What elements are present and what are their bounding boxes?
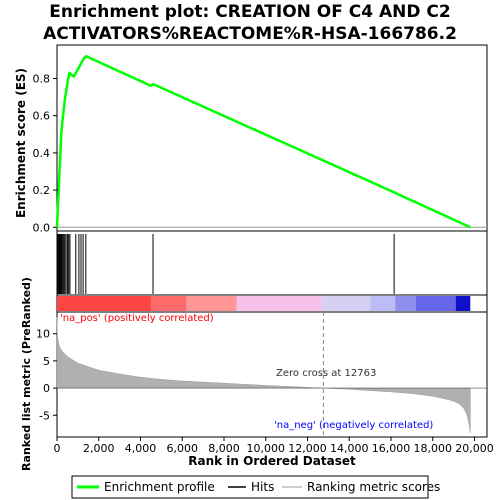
chart-title-line-2: ACTIVATORS%REACTOME%R-HSA-166786.2	[43, 24, 457, 44]
heatmap-band	[322, 296, 371, 311]
ranking-metric-area	[56, 317, 471, 434]
heatmap-band	[57, 296, 151, 311]
metric-panel-frame	[56, 311, 488, 438]
x-tick-label: 16,000	[372, 442, 411, 455]
es-y-tick-label: 0.6	[33, 110, 51, 123]
metric-y-tick-label: -5	[39, 409, 50, 422]
heatmap-layer	[57, 296, 471, 311]
metric-axis-label: Ranked list metric (PreRanked)	[20, 277, 33, 471]
heatmap-band	[150, 296, 187, 311]
x-tick-label: 20,000	[455, 442, 494, 455]
x-tick-label: 4,000	[125, 442, 157, 455]
heatmap-band	[186, 296, 237, 311]
legend-label-enrichment: Enrichment profile	[104, 480, 215, 494]
x-tick-label: 6,000	[166, 442, 198, 455]
es-axis-label: Enrichment score (ES)	[14, 68, 28, 218]
heatmap-band	[416, 296, 456, 311]
metric-layer: -5 0 5 10	[36, 312, 487, 437]
es-y-tick-label: 0.4	[33, 147, 51, 160]
es-y-tick-label: 0.2	[33, 184, 51, 197]
heatmap-band	[370, 296, 396, 311]
hits-panel-frame	[56, 230, 488, 296]
chart-title-line-1: Enrichment plot: CREATION OF C4 AND C2	[49, 2, 450, 22]
positive-correlation-label: 'na_pos' (positively correlated)	[60, 313, 214, 324]
metric-y-tick-label: 0	[43, 382, 50, 395]
es-layer: 0.0 0.2 0.4 0.6 0.8	[33, 54, 487, 234]
legend-label-hits: Hits	[251, 480, 274, 494]
x-tick-label: 12,000	[288, 442, 327, 455]
legend-box	[71, 475, 429, 499]
x-tick-label: 18,000	[413, 442, 452, 455]
heatmap-band	[395, 296, 417, 311]
heatmap-band	[236, 296, 323, 311]
zero-cross-label: Zero cross at 12763	[276, 368, 376, 379]
enrichment-profile-line	[55, 54, 471, 229]
x-tick-label: 2,000	[83, 442, 115, 455]
heatmap-band	[455, 296, 471, 311]
legend-label-metric: Ranking metric scores	[307, 480, 440, 494]
es-y-tick-label: 0.8	[33, 72, 51, 85]
x-axis-label: Rank in Ordered Dataset	[188, 454, 356, 468]
es-y-tick-label: 0.0	[33, 221, 51, 234]
x-tick-label: 10,000	[246, 442, 285, 455]
x-tick-label: 8,000	[208, 442, 240, 455]
metric-y-tick-label: 10	[36, 328, 50, 341]
negative-correlation-label: 'na_neg' (negatively correlated)	[274, 420, 433, 431]
axis-layer: 0 2,000 4,000 6,000 8,000 10,000 12,000 14,000 1…	[54, 437, 494, 455]
x-tick-label: 14,000	[330, 442, 369, 455]
hits-layer	[56, 234, 395, 294]
x-tick-label: 0	[54, 442, 61, 455]
metric-y-tick-label: 5	[43, 355, 50, 368]
